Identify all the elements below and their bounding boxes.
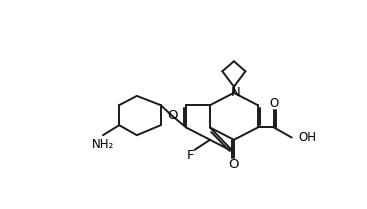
Text: N: N	[230, 86, 240, 99]
Text: NH₂: NH₂	[92, 138, 114, 151]
Text: O: O	[167, 110, 178, 122]
Text: O: O	[269, 97, 279, 110]
Text: OH: OH	[299, 131, 317, 144]
Text: F: F	[186, 149, 194, 162]
Text: O: O	[229, 158, 239, 171]
